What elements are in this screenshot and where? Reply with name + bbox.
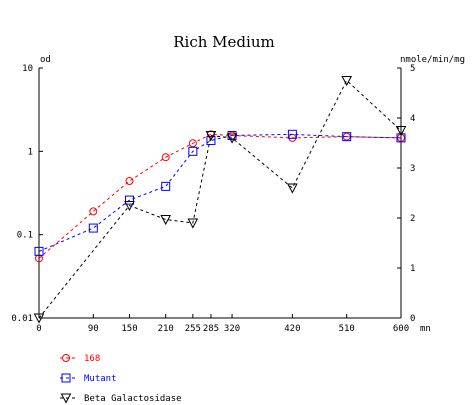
data-point-mutant [342,132,352,142]
legend-label-beta-galactosidase: Beta Galactosidase [84,394,182,404]
series-line-mutant [38,133,402,252]
y-right-tick-label: 1 [410,264,415,274]
legend-marker-168 [62,354,70,362]
legend-label-168: 168 [84,354,100,364]
data-point-beta-galactosidase [187,218,199,229]
y-right-tick-label: 2 [410,214,415,224]
data-point-168 [161,153,170,162]
x-tick-label: 0 [36,324,41,334]
data-point-168 [125,177,134,186]
x-axis-unit-label: mn [420,324,431,334]
y-left-tick-label: 1 [28,147,33,157]
y-right-tick-label: 0 [410,314,415,324]
data-point-beta-galactosidase [287,183,298,194]
data-point-mutant [287,129,297,139]
legend-marker-mutant [61,373,71,383]
chart-title: Rich Medium [173,33,274,51]
data-point-beta-galactosidase [205,131,217,142]
data-point-mutant [34,246,44,256]
x-tick-label: 510 [339,324,355,334]
data-point-mutant [188,146,198,156]
x-tick-label: 285 [203,324,219,334]
data-point-mutant [88,223,98,233]
data-point-168 [35,254,43,263]
x-tick-label: 420 [284,324,300,334]
x-tick-label: 90 [88,324,99,334]
data-point-168 [89,207,98,216]
legend-label-mutant: Mutant [84,374,117,384]
data-point-mutant [125,195,134,205]
x-tick-label: 255 [185,324,201,334]
data-point-mutant [396,133,406,143]
y-right-tick-label: 4 [410,114,415,124]
x-tick-label: 150 [121,324,137,334]
data-point-mutant [206,135,216,145]
data-point-beta-galactosidase [341,76,353,87]
data-point-168 [188,139,197,148]
y-right-tick-label: 3 [410,164,415,174]
legend-marker-beta-galactosidase [60,393,72,404]
series-line-168 [38,133,402,259]
data-point-beta-galactosidase [33,313,45,324]
x-tick-label: 210 [158,324,174,334]
y-left-tick-label: 10 [22,64,33,74]
x-tick-label: 600 [393,324,409,334]
data-point-beta-galactosidase [395,126,407,137]
data-point-mutant [161,181,171,191]
y-left-tick-label: 0.01 [11,314,33,324]
data-point-beta-galactosidase [124,201,135,212]
y-left-tick-label: 0.1 [17,231,33,241]
data-point-beta-galactosidase [160,215,172,226]
data-point-beta-galactosidase [226,133,238,144]
y-left-axis-label: od [40,55,51,65]
series-line-beta-galactosidase [38,79,402,319]
x-tick-label: 320 [224,324,240,334]
y-right-axis-label: nmole/min/mg [400,55,465,65]
y-right-tick-label: 5 [410,64,415,74]
